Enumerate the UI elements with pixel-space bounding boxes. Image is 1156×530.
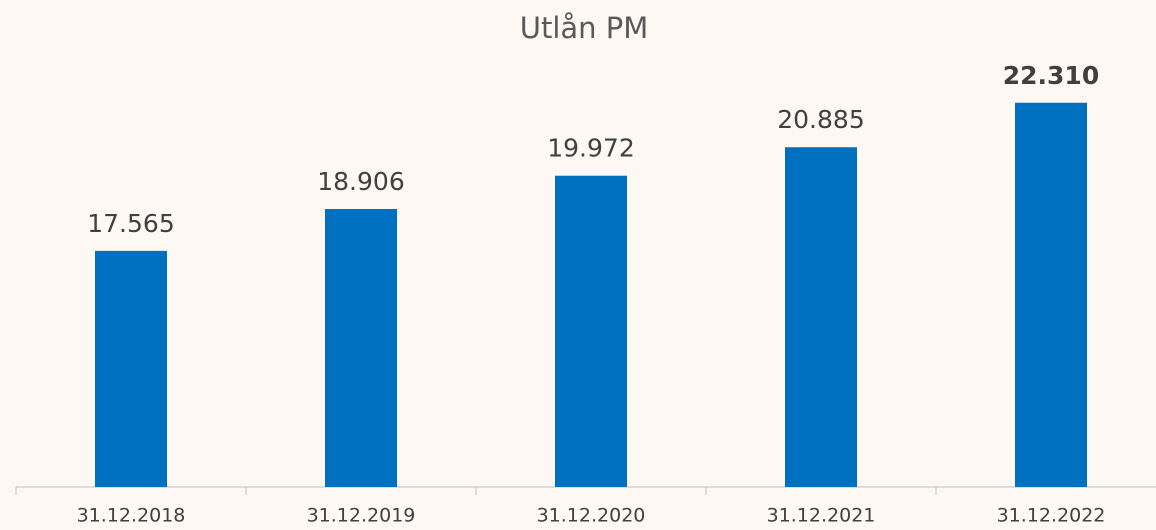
x-tick-label: 31.12.2020 bbox=[537, 505, 646, 527]
bar bbox=[555, 175, 627, 487]
bar bbox=[1015, 102, 1087, 488]
value-label: 19.972 bbox=[547, 134, 634, 163]
bar bbox=[325, 209, 397, 488]
value-label: 20.885 bbox=[777, 105, 864, 134]
x-tick-label: 31.12.2022 bbox=[997, 505, 1106, 527]
value-label: 22.310 bbox=[1003, 61, 1099, 90]
x-tick-label: 31.12.2019 bbox=[307, 505, 416, 527]
value-label: 17.565 bbox=[87, 209, 174, 238]
chart-title: Utlån PM bbox=[520, 11, 649, 45]
bar bbox=[785, 147, 857, 488]
bar bbox=[95, 250, 167, 487]
x-tick-label: 31.12.2018 bbox=[77, 505, 186, 527]
x-tick-label: 31.12.2021 bbox=[767, 505, 876, 527]
value-label: 18.906 bbox=[317, 167, 404, 196]
